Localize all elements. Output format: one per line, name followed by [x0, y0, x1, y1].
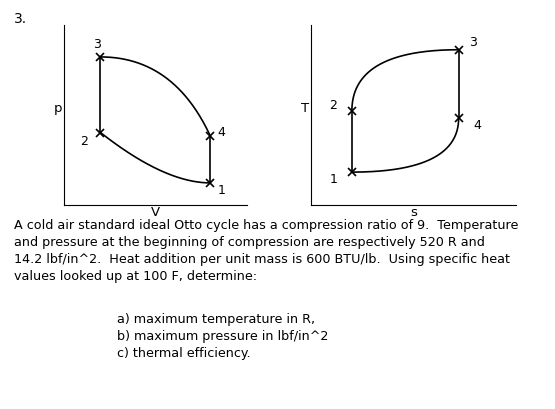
X-axis label: s: s — [410, 206, 417, 219]
Text: 2: 2 — [80, 135, 88, 148]
Text: 3.: 3. — [14, 12, 27, 26]
Text: a) maximum temperature in R,
b) maximum pressure in lbf/in^2
c) thermal efficien: a) maximum temperature in R, b) maximum … — [117, 313, 328, 360]
Text: A cold air standard ideal Otto cycle has a compression ratio of 9.  Temperature
: A cold air standard ideal Otto cycle has… — [14, 219, 518, 283]
Text: 4: 4 — [473, 119, 481, 132]
Y-axis label: p: p — [54, 101, 63, 115]
X-axis label: V: V — [151, 206, 160, 219]
Text: 2: 2 — [330, 99, 337, 112]
Text: 4: 4 — [218, 126, 225, 139]
Text: 1: 1 — [330, 173, 337, 186]
Text: 1: 1 — [218, 184, 225, 197]
Y-axis label: T: T — [301, 101, 309, 115]
Text: 3: 3 — [93, 38, 100, 51]
Text: 3: 3 — [469, 36, 477, 49]
